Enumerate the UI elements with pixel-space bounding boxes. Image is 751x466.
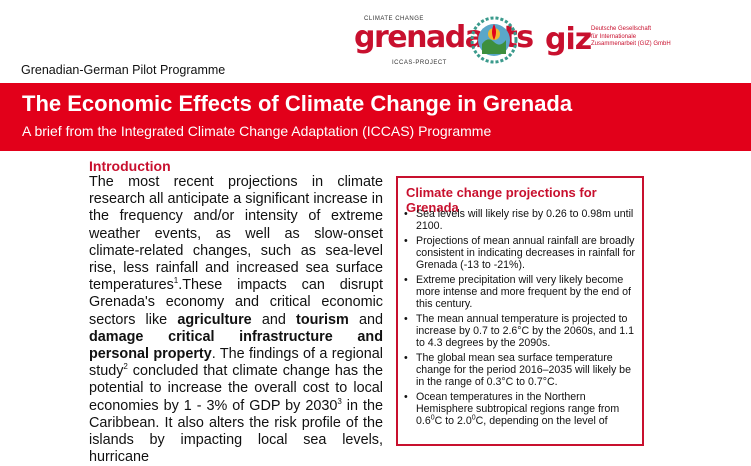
bullet-icon: • [404,352,408,364]
footnote-ref: 3 [337,396,342,406]
grenadapts-logo-bottom-text: ICCAS-PROJECT [392,60,447,66]
list-item: • Extreme precipitation will very likely … [402,274,640,310]
bullet-icon: • [404,235,408,247]
intro-text: concluded that climate change has the po… [89,363,383,414]
list-item-text: The mean annual temperature is projected… [416,313,635,349]
list-item-text: Extreme precipitation will very likely b… [416,274,631,310]
grenadapts-logo-top-text: CLIMATE CHANGE [364,16,424,22]
grenadapts-logo: CLIMATE CHANGE grenadapts ICCAS-PROJECT [350,14,534,72]
list-item-text: Sea levels will likely rise by 0.26 to 0… [416,208,634,232]
list-item: • The mean annual temperature is projecte… [402,313,640,349]
title-banner: The Economic Effects of Climate Change i… [0,83,751,151]
bullet-icon: • [404,391,408,403]
intro-bold-text: agriculture [177,311,252,328]
giz-logo-line: für Internationale [591,33,637,40]
document-header: Grenadian-German Pilot Programme CLIMATE… [0,0,751,82]
projections-list: • Sea levels will likely rise by 0.26 to … [402,208,640,430]
grenadapts-emblem-icon [470,16,518,64]
projections-box: Climate change projections for Grenada •… [396,176,644,446]
footnote-ref: 2 [123,362,128,372]
list-item-text: Projections of mean annual rainfall are … [416,235,636,271]
programme-label: Grenadian-German Pilot Programme [21,63,226,77]
list-item: • Sea levels will likely rise by 0.26 to … [402,208,640,232]
giz-logo-word: giz [545,22,592,57]
footnote-ref: 1 [173,276,179,286]
list-item-text: C to 2.0 [434,415,472,427]
degree-mark: 0 [471,414,476,422]
introduction-heading: Introduction [89,158,171,174]
list-item: • Projections of mean annual rainfall are… [402,235,640,271]
introduction-paragraph: The most recent projections in climate r… [89,174,383,466]
intro-text: The most recent projections in climate r… [89,174,383,294]
intro-bold-text: damage critical infrastructure and perso… [89,328,383,363]
list-item: • The global mean sea surface temperature… [402,352,640,388]
intro-text: and [251,311,297,328]
list-item-text: The global mean sea surface temperature … [416,352,631,388]
document-title: The Economic Effects of Climate Change i… [22,91,573,116]
bullet-icon: • [404,313,408,325]
giz-logo-line: Deutsche Gesellschaft [591,26,652,32]
bullet-icon: • [404,274,408,286]
intro-text: and [348,311,383,328]
intro-text: . The findings of a regional study [89,346,383,380]
projections-box-title: Climate change projections for Grenada [406,185,597,215]
list-item-text: C, depending on the level of [475,415,608,427]
intro-bold-text: tourism [296,311,349,328]
degree-mark: 0 [430,414,435,422]
list-item: • Ocean temperatures in the Northern Hemi… [402,391,640,427]
intro-text: .These impacts can disrupt Grenada's eco… [89,277,383,328]
document-subtitle: A brief from the Integrated Climate Chan… [22,123,492,139]
giz-logo: giz Deutsche Gesellschaft für Internatio… [545,22,745,62]
list-item-text: Ocean temperatures in the Northern Hemis… [416,391,620,427]
giz-logo-line: Zusammenarbeit (GIZ) GmbH [591,41,671,47]
bullet-icon: • [404,208,408,220]
giz-logo-text: Deutsche Gesellschaft für Internationale… [591,26,681,49]
